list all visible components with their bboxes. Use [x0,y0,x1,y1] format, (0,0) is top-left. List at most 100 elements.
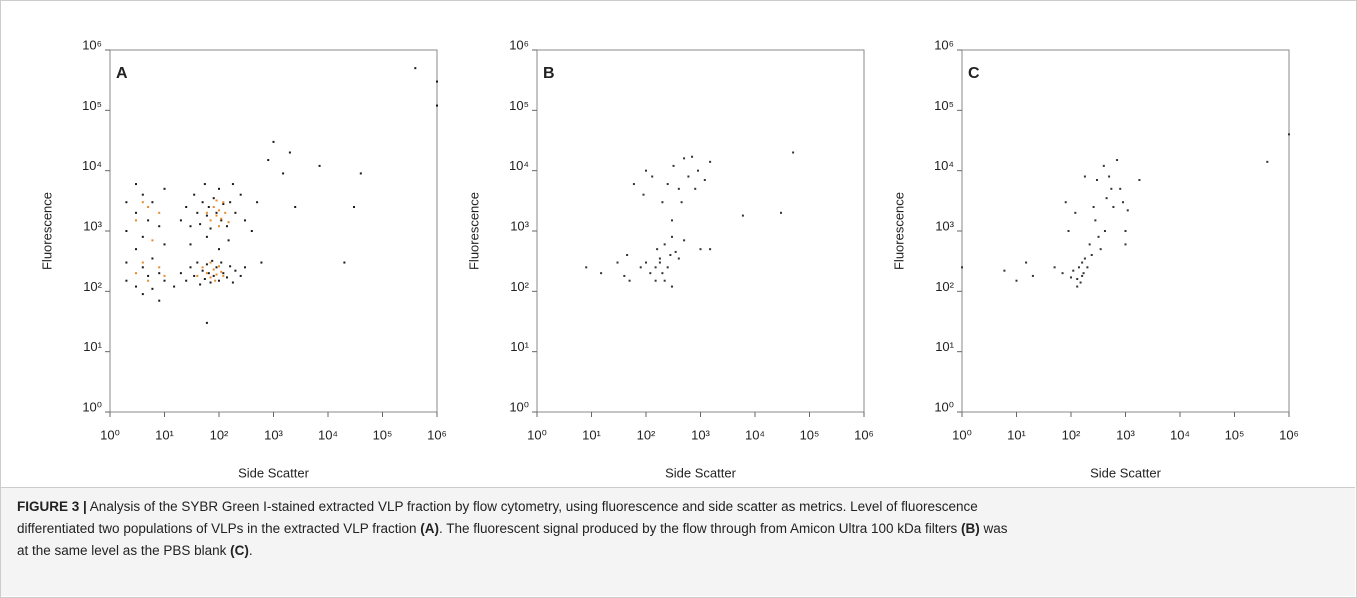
caption-text: . The fluorescent signal produced by the… [439,521,962,536]
scatter-point [658,261,661,264]
x-axis-label: Side Scatter [665,465,736,480]
scatter-point [1119,187,1122,190]
y-tick-label: 10⁵ [509,98,529,113]
scatter-point [227,239,230,242]
scatter-point [141,193,144,196]
scatter-point [1072,269,1075,272]
scatter-point [220,219,223,222]
scatter-point [163,279,166,282]
scatter-point [628,279,631,282]
scatter-point [294,205,297,208]
scatter-point [147,274,150,277]
scatter-point [151,257,154,260]
y-tick-label: 10⁰ [82,399,102,414]
x-tick-label: 10² [210,427,229,442]
scatter-point [215,211,218,214]
scatter-point [205,272,208,275]
scatter-point [267,159,270,162]
scatter-point [1105,197,1108,200]
scatter-point [209,281,212,284]
caption: FIGURE 3 | Analysis of the SYBR Green I-… [1,487,1355,596]
scatter-point [1081,274,1084,277]
caption-text: differentiated two populations of VLPs i… [17,521,421,536]
scatter-point [288,151,291,154]
scatter-point [135,248,138,251]
caption-bold: (B) [961,521,980,536]
scatter-point [135,219,138,222]
scatter-point [1003,269,1006,272]
caption-line: differentiated two populations of VLPs i… [17,518,1355,540]
scatter-point [1099,248,1102,251]
y-tick-label: 10² [510,279,529,294]
y-tick-label: 10⁰ [934,399,954,414]
x-tick-label: 10³ [1116,427,1135,442]
scatter-point [135,183,138,186]
scatter-point [353,205,356,208]
scatter-point [244,219,247,222]
scatter-point [125,279,128,282]
scatter-point [209,219,212,222]
scatter-point [691,155,694,158]
scatter-point [218,225,220,228]
scatter-point [211,259,214,262]
scatter-point [1122,201,1125,204]
scatter-point [272,140,275,143]
scatter-point [651,175,654,178]
scatter-point [135,272,138,275]
scatter-point [1079,281,1082,284]
scatter-point [677,187,680,190]
scatter-point [260,261,263,264]
scatter-point [215,214,218,217]
scatter-point [163,243,166,246]
y-tick-label: 10⁴ [509,158,529,173]
scatter-point [1112,205,1115,208]
x-axis-label: Side Scatter [1090,465,1161,480]
scatter-point [141,235,144,238]
scatter-point [666,266,669,269]
scatter-point [1076,285,1079,288]
scatter-point [1138,179,1141,182]
scatter-point [189,243,192,246]
scatter-point [585,266,588,269]
scatter-point [207,272,210,275]
scatter-point [135,211,138,214]
scatter-point [666,183,669,186]
scatter-point [642,193,645,196]
y-tick-label: 10¹ [510,339,529,354]
scatter-point [212,197,215,200]
caption-text: . [248,543,253,558]
scatter-point [1082,272,1085,275]
scatter-point [147,279,150,282]
scatter-point [687,175,690,178]
x-tick-label: 10⁵ [800,427,820,442]
scatter-point [359,172,362,175]
scatter-point [234,269,237,272]
scatter-point [343,261,346,264]
y-tick-label: 10³ [510,218,529,233]
scatter-point [656,248,659,251]
scatter-point [649,272,652,275]
scatter-point [1067,230,1070,232]
scatter-point [212,268,215,271]
scatter-point [158,272,161,275]
scatter-point [1102,164,1105,167]
y-tick-label: 10⁶ [934,37,954,52]
scatter-point [961,266,963,269]
scatter-point [645,261,647,264]
scatter-point [709,160,712,163]
scatter-point [209,261,212,264]
caption-text: was [979,521,1008,536]
scatter-point [600,272,603,275]
y-tick-label: 10⁶ [82,37,102,52]
scatter-point [212,274,215,277]
scatter-point [231,183,234,186]
caption-line: FIGURE 3 | Analysis of the SYBR Green I-… [17,496,1355,518]
scatter-point [1124,243,1127,246]
x-tick-label: 10⁴ [1170,427,1190,442]
scatter-point [196,211,199,214]
x-tick-label: 10⁵ [1225,427,1245,442]
scatter-point [1083,175,1086,178]
scatter-point [158,225,161,228]
scatter-point [214,279,217,282]
